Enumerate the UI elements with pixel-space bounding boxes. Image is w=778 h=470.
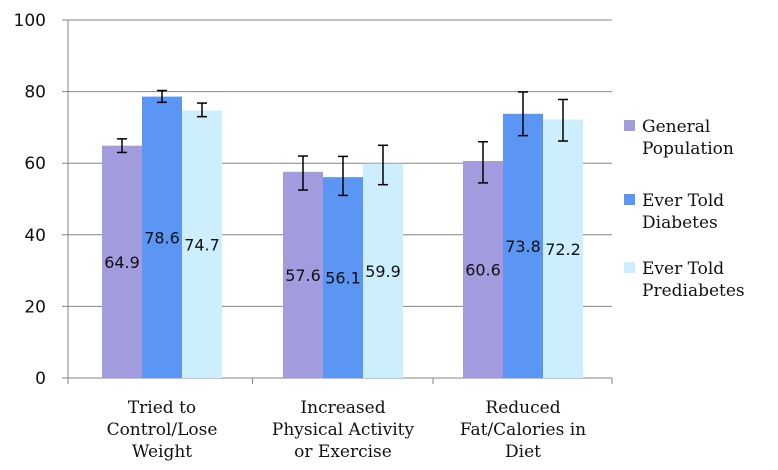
data-label: 56.1 bbox=[325, 269, 361, 288]
category-label: Diet bbox=[505, 442, 541, 462]
category-label: Physical Activity bbox=[272, 420, 415, 440]
legend-label: Diabetes bbox=[642, 213, 718, 233]
category-label: Reduced bbox=[485, 398, 560, 418]
data-label: 59.9 bbox=[365, 262, 401, 281]
category-label: Control/Lose bbox=[107, 420, 218, 440]
y-tick-label: 100 bbox=[14, 11, 46, 31]
bar bbox=[142, 96, 182, 378]
data-label: 64.9 bbox=[104, 253, 140, 272]
y-tick-label: 60 bbox=[24, 154, 46, 174]
legend-swatch bbox=[624, 262, 635, 273]
bar bbox=[102, 145, 142, 378]
data-label: 78.6 bbox=[144, 228, 180, 247]
bar bbox=[182, 110, 222, 378]
legend-label: Ever Told bbox=[642, 259, 724, 279]
legend-label: Prediabetes bbox=[642, 281, 745, 301]
bar bbox=[503, 113, 543, 379]
category-label: Increased bbox=[300, 398, 385, 418]
bar bbox=[463, 161, 503, 378]
bar bbox=[363, 163, 403, 378]
data-label: 57.6 bbox=[285, 266, 321, 285]
legend-label: Population bbox=[642, 139, 734, 159]
legend-swatch bbox=[624, 194, 635, 205]
bar bbox=[543, 119, 583, 379]
data-label: 74.7 bbox=[184, 235, 220, 254]
legend-swatch bbox=[624, 120, 635, 131]
data-label: 73.8 bbox=[505, 237, 541, 256]
category-label: Weight bbox=[132, 442, 192, 462]
data-label: 72.2 bbox=[545, 240, 581, 259]
y-tick-label: 40 bbox=[24, 226, 46, 246]
y-tick-label: 20 bbox=[24, 297, 46, 317]
legend-label: Ever Told bbox=[642, 191, 724, 211]
data-label: 60.6 bbox=[465, 261, 501, 280]
bar bbox=[283, 171, 323, 378]
category-label: Fat/Calories in bbox=[460, 420, 586, 440]
category-label: Tried to bbox=[128, 398, 196, 418]
category-label: or Exercise bbox=[294, 442, 392, 462]
legend-label: General bbox=[642, 117, 710, 137]
y-tick-label: 80 bbox=[24, 83, 46, 103]
bar bbox=[323, 177, 363, 378]
y-tick-label: 0 bbox=[35, 369, 46, 389]
